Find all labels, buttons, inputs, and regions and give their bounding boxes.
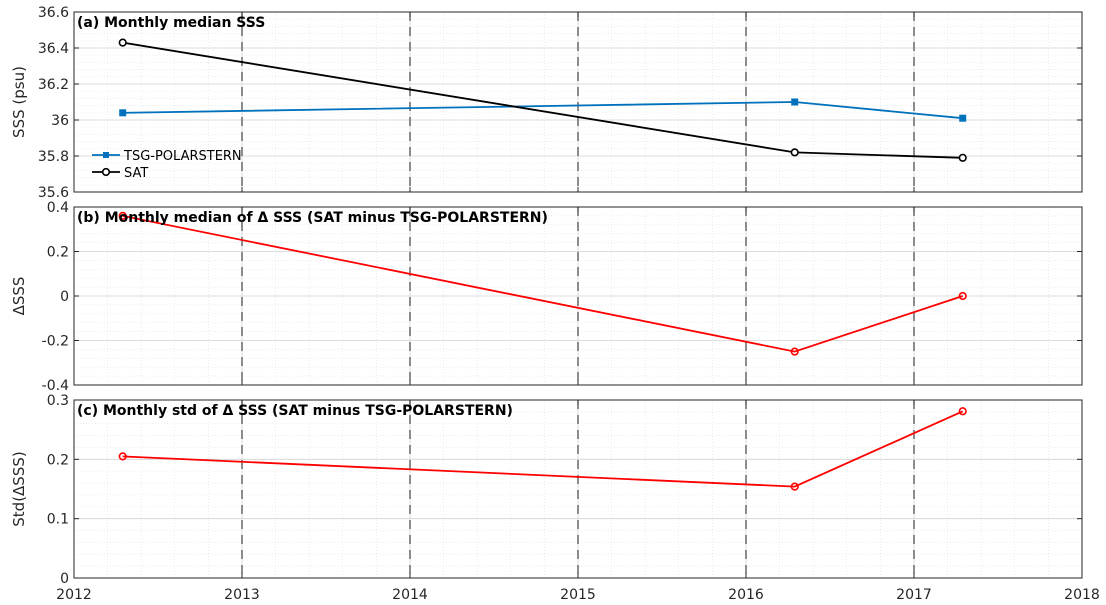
legend-marker-0 <box>103 152 109 158</box>
panel-2-series-0-point <box>790 482 799 491</box>
panel-1-y-tick-label: -0.2 <box>42 334 69 350</box>
panel-2-y-axis-label: Std(ΔSSS) <box>10 451 28 526</box>
panel-b-monthly-median-delta-sss: -0.4 -0.2 0 0.2 0.4 ΔSSS (b) Monthly median of… <box>10 200 1083 394</box>
legend: TSG-POLARSTERN SAT <box>92 149 242 181</box>
x-tick-label: 2016 <box>728 587 764 603</box>
x-tick-label: 2012 <box>56 587 92 603</box>
panel-1-series-0-point <box>118 211 127 220</box>
panel-0-y-tick-label: 36 <box>51 113 69 129</box>
panel-0-y-tick-label: 35.8 <box>38 149 69 165</box>
x-tick-label: 2013 <box>224 587 260 603</box>
panel-a-monthly-median-sss: 35.6 35.8 36 36.2 36.4 36.6 SSS (psu) (a) Month… <box>10 5 1083 201</box>
panel-2-series-0-line <box>122 410 964 488</box>
panel-1-y-tick-label: 0 <box>60 289 69 305</box>
panel-0-series-0-point <box>791 98 799 106</box>
panel-1-y-axis-label: ΔSSS <box>10 277 28 316</box>
x-tick-label: 2018 <box>1064 587 1100 603</box>
panel-1-y-tick-label: 0.2 <box>47 245 69 261</box>
panel-2-y-tick-label: 0.3 <box>47 393 69 409</box>
panel-0-y-axis-label: SSS (psu) <box>10 66 28 138</box>
panel-0-y-tick-label: 36.2 <box>38 77 69 93</box>
panel-0-series-1-point <box>790 148 799 157</box>
panel-2-y-tick-label: 0.2 <box>47 452 69 468</box>
panel-1-y-tick-label: -0.4 <box>42 378 69 394</box>
panel-2-series-0-point <box>958 407 967 416</box>
panel-0-y-tick-label: 36.6 <box>38 5 69 21</box>
panel-0-series-0-point <box>959 114 967 122</box>
legend-label-1: SAT <box>124 166 148 181</box>
legend-label-0: TSG-POLARSTERN <box>123 149 242 164</box>
panel-1-y-tick-label: 0.4 <box>47 200 69 216</box>
panel-0-y-tick-label: 36.4 <box>38 41 69 57</box>
panel-1-series-0-point <box>958 291 967 301</box>
panel-c-monthly-std-delta-sss: 2012 2013 2014 2015 2016 2017 2018 0 0.1 0.2 0.3 St… <box>10 393 1100 603</box>
panel-2-y-tick-label: 0 <box>60 571 69 587</box>
panel-1-series-0-line <box>122 215 963 353</box>
legend-marker-1 <box>101 167 111 177</box>
panel-1-title: (b) Monthly median of Δ SSS (SAT minus T… <box>77 210 548 226</box>
panel-1-series-0-point <box>790 347 799 356</box>
panel-2-title: (c) Monthly std of Δ SSS (SAT minus TSG-… <box>77 403 513 419</box>
x-tick-label: 2014 <box>392 587 428 603</box>
panel-0-series-1-point <box>118 38 127 47</box>
panel-0-series-0-point <box>119 109 127 117</box>
x-tick-label: 2015 <box>560 587 596 603</box>
panel-0-series-1-point <box>958 153 967 162</box>
panel-2-series-0-point <box>118 452 127 461</box>
x-tick-label: 2017 <box>896 587 932 603</box>
panel-2-y-tick-label: 0.1 <box>47 512 69 528</box>
panel-0-title: (a) Monthly median SSS <box>77 15 265 31</box>
panel-0-y-tick-label: 35.6 <box>38 185 69 201</box>
